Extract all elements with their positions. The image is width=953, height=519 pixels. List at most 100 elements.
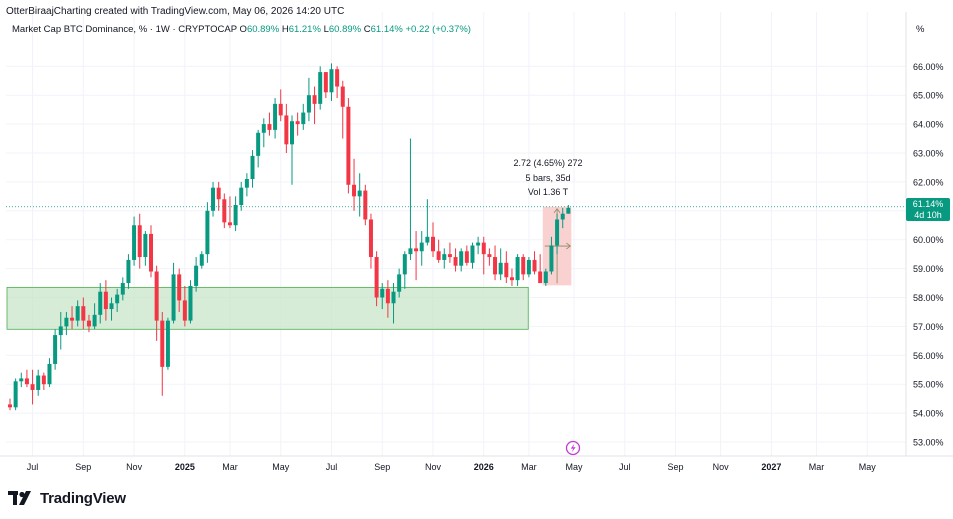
candle bbox=[109, 297, 114, 321]
candle-body bbox=[363, 190, 368, 220]
candle bbox=[194, 257, 199, 292]
x-tick-label: May bbox=[565, 462, 583, 472]
x-tick-label: Nov bbox=[713, 462, 730, 472]
candle bbox=[436, 239, 441, 263]
last-price-value: 61.14% bbox=[912, 199, 944, 209]
candle-body bbox=[182, 300, 187, 321]
candle-body bbox=[447, 254, 452, 258]
candle-body bbox=[566, 207, 571, 214]
candle bbox=[81, 297, 86, 330]
candle-body bbox=[391, 291, 396, 304]
candle-body bbox=[103, 291, 108, 310]
candle-body bbox=[487, 254, 492, 258]
candle bbox=[368, 213, 373, 269]
candle bbox=[149, 225, 153, 278]
candle-body bbox=[250, 155, 255, 180]
candle-body bbox=[132, 225, 137, 260]
candle-body bbox=[261, 124, 266, 133]
x-tick-label: Sep bbox=[668, 462, 684, 472]
candle-body bbox=[58, 326, 63, 336]
candle bbox=[498, 248, 503, 281]
candle bbox=[408, 138, 413, 260]
candle-body bbox=[357, 190, 362, 197]
candle-body bbox=[368, 219, 373, 258]
candle bbox=[323, 72, 328, 99]
candle bbox=[487, 248, 492, 266]
x-tick-label: 2027 bbox=[761, 462, 781, 472]
candle-body bbox=[160, 320, 165, 367]
candle-body bbox=[137, 225, 142, 258]
candle-body bbox=[92, 314, 97, 327]
legend-high: 61.21% bbox=[288, 24, 321, 35]
candle-body bbox=[199, 254, 204, 266]
candle bbox=[86, 314, 91, 333]
candle bbox=[560, 207, 565, 229]
event-bolt bbox=[570, 443, 576, 453]
candle-body bbox=[64, 317, 69, 327]
candle-body bbox=[295, 121, 300, 125]
candle bbox=[24, 369, 29, 388]
candle bbox=[103, 280, 108, 321]
candle-body bbox=[53, 335, 58, 364]
candle bbox=[182, 285, 187, 327]
x-tick-label: Sep bbox=[75, 462, 91, 472]
candle-body bbox=[306, 95, 311, 113]
candle-body bbox=[323, 72, 328, 93]
candle bbox=[98, 283, 103, 324]
candle bbox=[374, 251, 379, 307]
measure-change: 2.72 (4.65%) 272 bbox=[513, 158, 583, 168]
candle-body bbox=[538, 271, 543, 284]
tradingview-brand[interactable]: TradingView bbox=[8, 488, 126, 508]
candle bbox=[402, 251, 407, 289]
candle bbox=[58, 311, 63, 350]
axis-unit-label[interactable]: % bbox=[916, 24, 925, 35]
candle bbox=[464, 245, 469, 266]
grid bbox=[0, 12, 953, 457]
candle-body bbox=[256, 132, 261, 156]
candle bbox=[64, 311, 69, 336]
candle-body bbox=[560, 213, 565, 220]
x-tick-label: Nov bbox=[126, 462, 143, 472]
candle bbox=[335, 66, 340, 99]
candle-body bbox=[115, 294, 120, 304]
candle-body bbox=[380, 288, 385, 298]
candle bbox=[30, 369, 35, 405]
candle bbox=[278, 89, 283, 122]
candle-body bbox=[504, 262, 509, 278]
candle bbox=[273, 98, 278, 139]
legend-low: 60.89% bbox=[328, 24, 362, 35]
candle bbox=[380, 283, 385, 310]
candle bbox=[36, 369, 41, 396]
candle bbox=[41, 372, 46, 390]
y-tick-label: 66.00% bbox=[913, 62, 944, 72]
candle bbox=[566, 205, 571, 214]
candle-body bbox=[436, 251, 441, 260]
candle-body bbox=[70, 317, 75, 321]
candle-body bbox=[521, 257, 526, 275]
candle bbox=[504, 251, 509, 284]
y-tick-label: 62.00% bbox=[913, 177, 944, 187]
candle-body bbox=[216, 187, 221, 200]
candle-body bbox=[464, 251, 469, 263]
candle bbox=[188, 280, 193, 324]
candle-body bbox=[86, 320, 91, 327]
candle bbox=[481, 236, 486, 275]
candle-body bbox=[470, 245, 475, 263]
candle-body bbox=[36, 375, 41, 390]
candle bbox=[290, 115, 294, 185]
candle-body bbox=[81, 306, 86, 321]
x-tick-label: Sep bbox=[374, 462, 390, 472]
legend-close: 61.14% bbox=[370, 24, 403, 35]
candle bbox=[92, 303, 97, 330]
candle-body bbox=[284, 115, 289, 145]
lightning-icon[interactable] bbox=[565, 440, 581, 456]
candle bbox=[177, 268, 182, 312]
candle bbox=[267, 112, 272, 136]
candle-body bbox=[205, 210, 210, 255]
candle-body bbox=[515, 257, 520, 281]
measure-label: 2.72 (4.65%) 272 5 bars, 35d Vol 1.36 T bbox=[512, 156, 584, 200]
candle-body bbox=[222, 199, 227, 223]
x-axis: Jul Sep Nov 2025 Mar May Jul Sep Nov 2026 Mar May Ju… bbox=[27, 462, 876, 472]
y-tick-label: 64.00% bbox=[913, 120, 944, 130]
